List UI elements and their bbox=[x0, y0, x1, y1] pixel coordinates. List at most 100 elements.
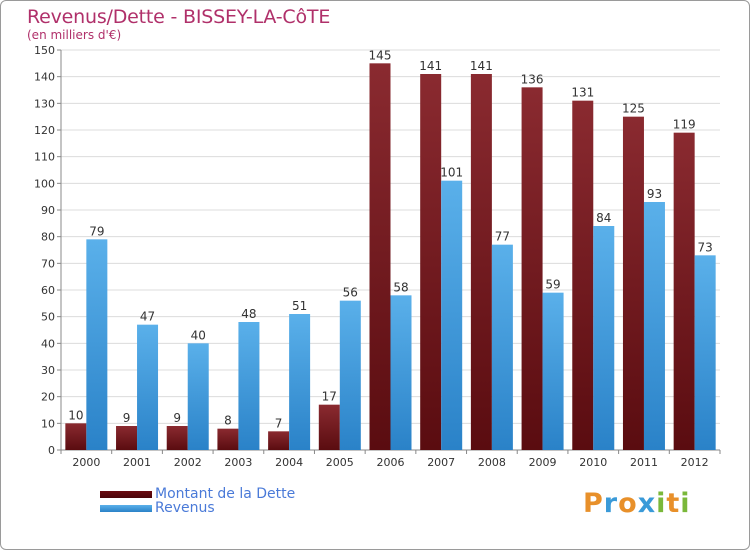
y-tick-label: 130 bbox=[34, 97, 55, 110]
x-tick-label: 2012 bbox=[681, 456, 709, 469]
x-tick-label: 2007 bbox=[427, 456, 455, 469]
data-label-dette: 9 bbox=[123, 411, 131, 425]
logo-letter: r bbox=[603, 488, 619, 519]
x-tick-label: 2003 bbox=[224, 456, 252, 469]
x-tick-label: 2010 bbox=[579, 456, 607, 469]
logo-letter: x bbox=[637, 488, 657, 519]
bar-revenus bbox=[643, 202, 665, 450]
bar-revenus bbox=[86, 239, 108, 450]
data-label-dette: 125 bbox=[622, 102, 645, 116]
bar-revenus bbox=[542, 292, 564, 450]
data-label-revenus: 59 bbox=[545, 278, 560, 292]
data-label-revenus: 40 bbox=[191, 328, 206, 342]
chart-subtitle: (en milliers d'€) bbox=[27, 28, 122, 42]
legend-label-dette: Montant de la Dette bbox=[155, 486, 296, 502]
data-label-revenus: 79 bbox=[89, 224, 104, 238]
data-label-dette: 119 bbox=[673, 118, 696, 132]
logo-letter: t bbox=[666, 488, 681, 519]
bar-dette bbox=[369, 63, 391, 450]
data-label-dette: 17 bbox=[322, 390, 337, 404]
data-label-dette: 136 bbox=[521, 72, 544, 86]
x-tick-label: 2000 bbox=[72, 456, 100, 469]
bar-revenus bbox=[694, 255, 716, 450]
y-tick-label: 100 bbox=[34, 177, 55, 190]
legend-swatch-dette bbox=[100, 490, 152, 498]
legend-label-revenus: Revenus bbox=[155, 500, 215, 516]
bar-dette bbox=[521, 87, 543, 450]
data-label-dette: 141 bbox=[470, 59, 493, 73]
logo-letter: o bbox=[618, 488, 638, 519]
data-label-revenus: 101 bbox=[440, 166, 463, 180]
legend-item-dette: Montant de la Dette bbox=[100, 487, 295, 501]
bar-dette bbox=[420, 74, 442, 450]
bar-dette bbox=[318, 404, 340, 450]
bar-revenus bbox=[441, 180, 463, 450]
bar-dette bbox=[268, 431, 290, 450]
y-tick-label: 140 bbox=[34, 71, 55, 84]
bar-revenus bbox=[339, 300, 361, 450]
data-label-revenus: 84 bbox=[596, 211, 611, 225]
chart-title: Revenus/Dette - BISSEY-LA-CôTE bbox=[27, 6, 331, 28]
data-label-dette: 145 bbox=[369, 48, 392, 62]
proxiti-logo: Proxiti bbox=[583, 488, 691, 519]
y-tick-label: 20 bbox=[41, 391, 55, 404]
x-tick-label: 2006 bbox=[377, 456, 405, 469]
bar-dette bbox=[622, 116, 644, 451]
data-label-revenus: 56 bbox=[343, 286, 358, 300]
bar-dette bbox=[65, 423, 87, 450]
y-tick-label: 80 bbox=[41, 231, 55, 244]
data-label-revenus: 51 bbox=[292, 299, 307, 313]
y-tick-label: 90 bbox=[41, 204, 55, 217]
x-tick-label: 2005 bbox=[326, 456, 354, 469]
y-tick-label: 110 bbox=[34, 151, 55, 164]
data-labels: 1079947940848751175614558141101141771365… bbox=[68, 48, 713, 430]
y-tick-label: 120 bbox=[34, 124, 55, 137]
bar-dette bbox=[116, 426, 138, 450]
logo-letter: P bbox=[583, 488, 604, 519]
data-label-dette: 7 bbox=[275, 416, 283, 430]
bar-revenus bbox=[491, 244, 513, 450]
logo-letter: i bbox=[656, 488, 667, 519]
data-label-revenus: 93 bbox=[647, 187, 662, 201]
bar-dette bbox=[470, 74, 492, 450]
legend-item-revenus: Revenus bbox=[100, 501, 215, 515]
bar-dette bbox=[166, 426, 188, 450]
y-tick-label: 60 bbox=[41, 284, 55, 297]
y-tick-label: 40 bbox=[41, 337, 55, 350]
bar-dette bbox=[217, 428, 239, 450]
bar-revenus bbox=[593, 226, 615, 450]
legend-swatch-revenus bbox=[100, 504, 152, 512]
data-label-revenus: 77 bbox=[495, 230, 510, 244]
data-label-revenus: 73 bbox=[698, 240, 713, 254]
x-tick-label: 2002 bbox=[174, 456, 202, 469]
x-tick-label: 2008 bbox=[478, 456, 506, 469]
data-label-revenus: 58 bbox=[393, 280, 408, 294]
data-label-dette: 131 bbox=[571, 86, 594, 100]
bar-revenus bbox=[390, 295, 412, 450]
y-tick-label: 30 bbox=[41, 364, 55, 377]
bar-dette bbox=[572, 100, 594, 451]
data-label-dette: 10 bbox=[68, 408, 83, 422]
bar-revenus bbox=[187, 343, 209, 450]
x-tick-label: 2009 bbox=[529, 456, 557, 469]
y-tick-label: 10 bbox=[41, 417, 55, 430]
bar-dette bbox=[673, 132, 695, 450]
x-tick-label: 2011 bbox=[630, 456, 658, 469]
bar-revenus bbox=[137, 324, 159, 450]
data-label-dette: 9 bbox=[173, 411, 181, 425]
y-tick-label: 0 bbox=[48, 444, 55, 457]
axes: 0 10 20 30 40 50 60 70 80 90 100 110 120 130 140 150 200… bbox=[34, 44, 721, 469]
bar-revenus bbox=[238, 322, 260, 450]
y-tick-label: 70 bbox=[41, 257, 55, 270]
data-label-revenus: 47 bbox=[140, 310, 155, 324]
bars bbox=[65, 63, 716, 451]
y-tick-label: 50 bbox=[41, 311, 55, 324]
x-tick-label: 2001 bbox=[123, 456, 151, 469]
data-label-revenus: 48 bbox=[241, 307, 256, 321]
data-label-dette: 8 bbox=[224, 414, 232, 428]
logo-letter: i bbox=[680, 488, 691, 519]
data-label-dette: 141 bbox=[419, 59, 442, 73]
y-tick-label: 150 bbox=[34, 44, 55, 57]
bar-revenus bbox=[289, 314, 311, 450]
